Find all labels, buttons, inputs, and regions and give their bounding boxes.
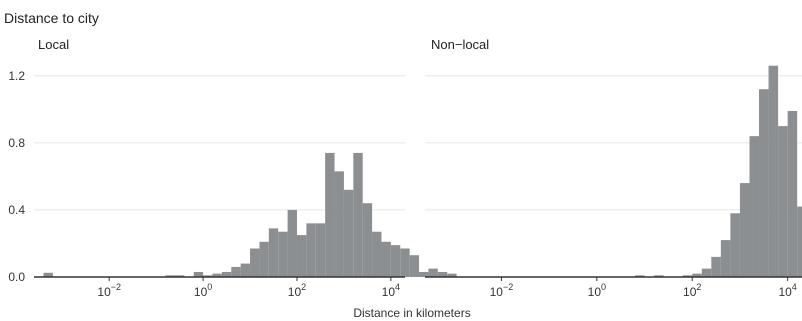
panel-label: Non−local	[431, 37, 489, 52]
histogram-bar	[409, 255, 420, 277]
histogram-bar	[419, 271, 429, 277]
histogram-bar	[381, 241, 391, 277]
histogram-bar	[231, 266, 241, 277]
histogram-bar	[212, 273, 222, 277]
figure-title: Distance to city	[4, 10, 99, 26]
histogram-bar	[334, 171, 344, 277]
x-tick-label: 102	[288, 282, 306, 299]
panel-local: Local 10−2 100 102 104 0.0 0.4 0.8 1.2	[8, 37, 457, 299]
histogram-bar	[306, 223, 316, 277]
histogram-bar	[720, 240, 731, 277]
histogram-bar	[634, 275, 645, 277]
histogram-bar	[797, 206, 802, 277]
x-tick-label: 10−2	[97, 282, 121, 299]
x-axis-label: Distance in kilometers	[353, 306, 470, 320]
histogram-bar	[778, 126, 788, 277]
histogram-bar	[43, 272, 53, 277]
histogram-bar	[287, 209, 297, 277]
y-tick-label: 0.4	[8, 203, 25, 217]
y-tick-label: 0.0	[8, 270, 25, 284]
histogram-bar	[165, 275, 175, 277]
histogram-bar	[768, 65, 779, 278]
histogram-bar	[193, 271, 204, 277]
x-tick-label: 104	[382, 282, 400, 299]
histogram-bar	[268, 228, 279, 277]
histogram-bar	[654, 275, 664, 277]
histogram-bar	[447, 273, 457, 277]
histogram-bar	[437, 271, 448, 277]
histogram-bar	[240, 263, 251, 277]
histogram-bar	[259, 241, 269, 277]
y-tick-label: 1.2	[8, 69, 25, 83]
histogram-bar	[692, 273, 702, 277]
histogram-bar	[250, 248, 260, 277]
y-tick-label: 0.8	[8, 136, 25, 150]
histogram-bar	[390, 245, 401, 277]
histogram-bar	[278, 231, 288, 277]
histogram-bar	[343, 189, 354, 277]
histogram-bar	[325, 152, 335, 277]
histogram-bar	[221, 271, 232, 277]
histogram-bar	[353, 152, 363, 277]
x-tick-label: 100	[588, 282, 606, 299]
histogram-bar	[711, 256, 721, 277]
histogram-bar	[701, 268, 712, 277]
histogram-bar	[749, 136, 760, 277]
histogram-bar	[730, 213, 740, 277]
x-tick-label: 100	[194, 282, 212, 299]
histogram-bar	[759, 89, 769, 278]
histogram-bar	[315, 223, 326, 277]
panel-label: Local	[38, 37, 69, 52]
histogram-bar	[428, 268, 438, 277]
x-tick-label: 104	[778, 282, 796, 299]
histogram-bar	[787, 110, 798, 277]
panel-non-local: Non−local 10−2 100 102 104	[425, 37, 802, 299]
x-tick-label: 10−2	[490, 282, 514, 299]
histogram-bar	[400, 248, 410, 277]
histogram-bar	[296, 235, 307, 277]
histogram-bar	[372, 231, 382, 277]
histogram-bar	[739, 183, 750, 277]
histogram-bar	[682, 275, 693, 277]
x-tick-label: 102	[683, 282, 701, 299]
histogram-bar	[362, 203, 373, 277]
histogram-bar	[174, 275, 185, 277]
histogram-bar	[203, 275, 213, 277]
